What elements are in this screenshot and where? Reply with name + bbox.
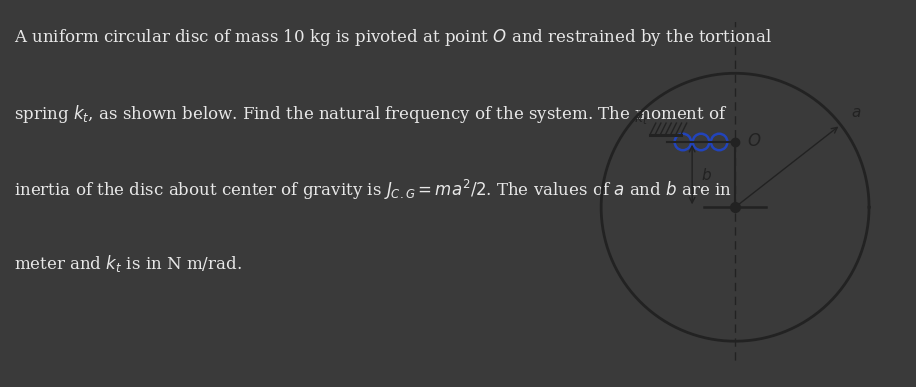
Text: $a$: $a$ xyxy=(851,106,861,120)
Text: $O$: $O$ xyxy=(747,134,761,151)
Text: meter and $k_t$ is in N m/rad.: meter and $k_t$ is in N m/rad. xyxy=(14,253,242,274)
Text: A uniform circular disc of mass 10 kg is pivoted at point $O$ and restrained by : A uniform circular disc of mass 10 kg is… xyxy=(14,27,772,48)
Text: inertia of the disc about center of gravity is $J_{C.G} = ma^2/2$. The values of: inertia of the disc about center of grav… xyxy=(14,178,732,202)
Text: $k_t$: $k_t$ xyxy=(634,109,648,127)
Text: spring $k_t$, as shown below. Find the natural frequency of the system. The mome: spring $k_t$, as shown below. Find the n… xyxy=(14,103,727,125)
Text: $b$: $b$ xyxy=(701,167,712,183)
